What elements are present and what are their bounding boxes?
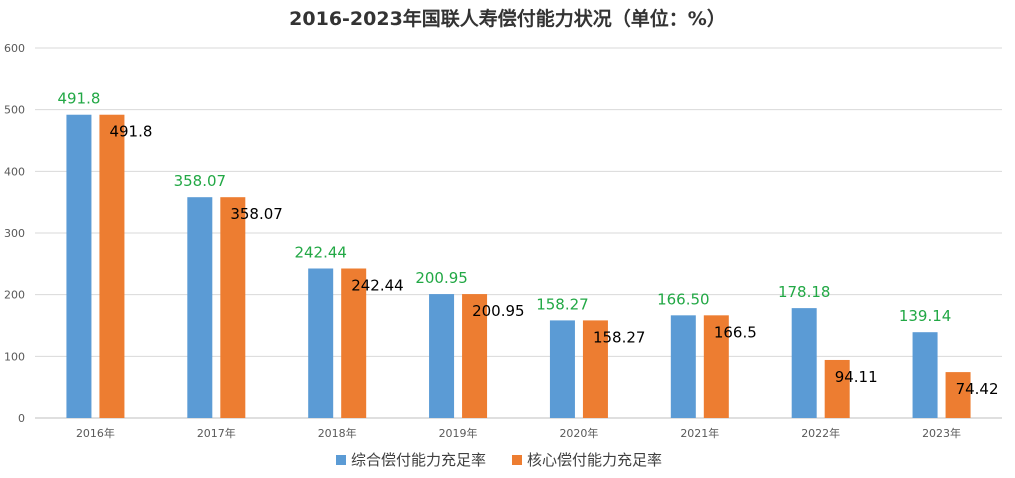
data-label-series-a: 242.44 [294,243,347,261]
bar-series-a [791,308,817,418]
data-label-series-b: 166.5 [714,323,757,341]
x-tick-label: 2020年 [559,426,598,440]
y-tick-label: 0 [18,412,25,425]
data-label-series-b: 358.07 [230,205,283,223]
bar-series-b [341,268,367,418]
bar-series-b [220,197,246,418]
data-label-series-b: 491.8 [109,123,152,141]
bar-series-a [66,114,92,419]
data-label-series-a: 358.07 [174,172,227,190]
data-label-series-a: 178.18 [778,283,831,301]
bar-series-a [187,197,213,418]
data-label-series-b: 200.95 [472,302,525,320]
y-tick-label: 500 [4,104,25,117]
data-label-series-a: 200.95 [415,269,468,287]
y-tick-label: 400 [4,165,25,178]
chart-title: 2016-2023年国联人寿偿付能力状况（单位：%） [289,8,726,30]
data-label-series-b: 242.44 [351,276,404,294]
data-label-series-a: 139.14 [899,307,952,325]
x-tick-label: 2019年 [439,426,478,440]
data-label-series-b: 158.27 [593,328,646,346]
bar-series-a [912,332,938,418]
y-tick-label: 200 [4,289,25,302]
bar-series-b [703,315,729,418]
bar-series-a [308,268,334,418]
bar-series-a [429,294,455,418]
bar-series-b [99,114,125,419]
data-label-series-a: 491.8 [57,90,100,108]
bar-series-b [945,372,971,418]
bar-series-b [824,359,850,418]
bar-series-a [670,315,696,418]
data-label-series-b: 74.42 [956,380,999,398]
x-tick-label: 2023年 [922,426,961,440]
bar-series-b [582,320,608,418]
x-tick-label: 2017年 [197,426,236,440]
y-tick-label: 600 [4,42,25,55]
x-tick-label: 2016年 [76,426,115,440]
legend-item-series-b-swatch [512,455,522,465]
data-label-series-a: 158.27 [536,295,589,313]
x-tick-label: 2022年 [801,426,840,440]
legend-item-series-b-label: 核心偿付能力充足率 [527,451,662,469]
legend-item-series-a-label: 综合偿付能力充足率 [351,451,486,469]
x-tick-label: 2021年 [680,426,719,440]
y-tick-label: 300 [4,227,25,240]
data-label-series-b: 94.11 [835,368,878,386]
y-tick-label: 100 [4,350,25,363]
data-label-series-a: 166.50 [657,290,710,308]
bar-series-a [549,320,575,418]
x-tick-label: 2018年 [318,426,357,440]
legend-item-series-a-swatch [336,455,346,465]
bar-series-b [462,294,488,418]
